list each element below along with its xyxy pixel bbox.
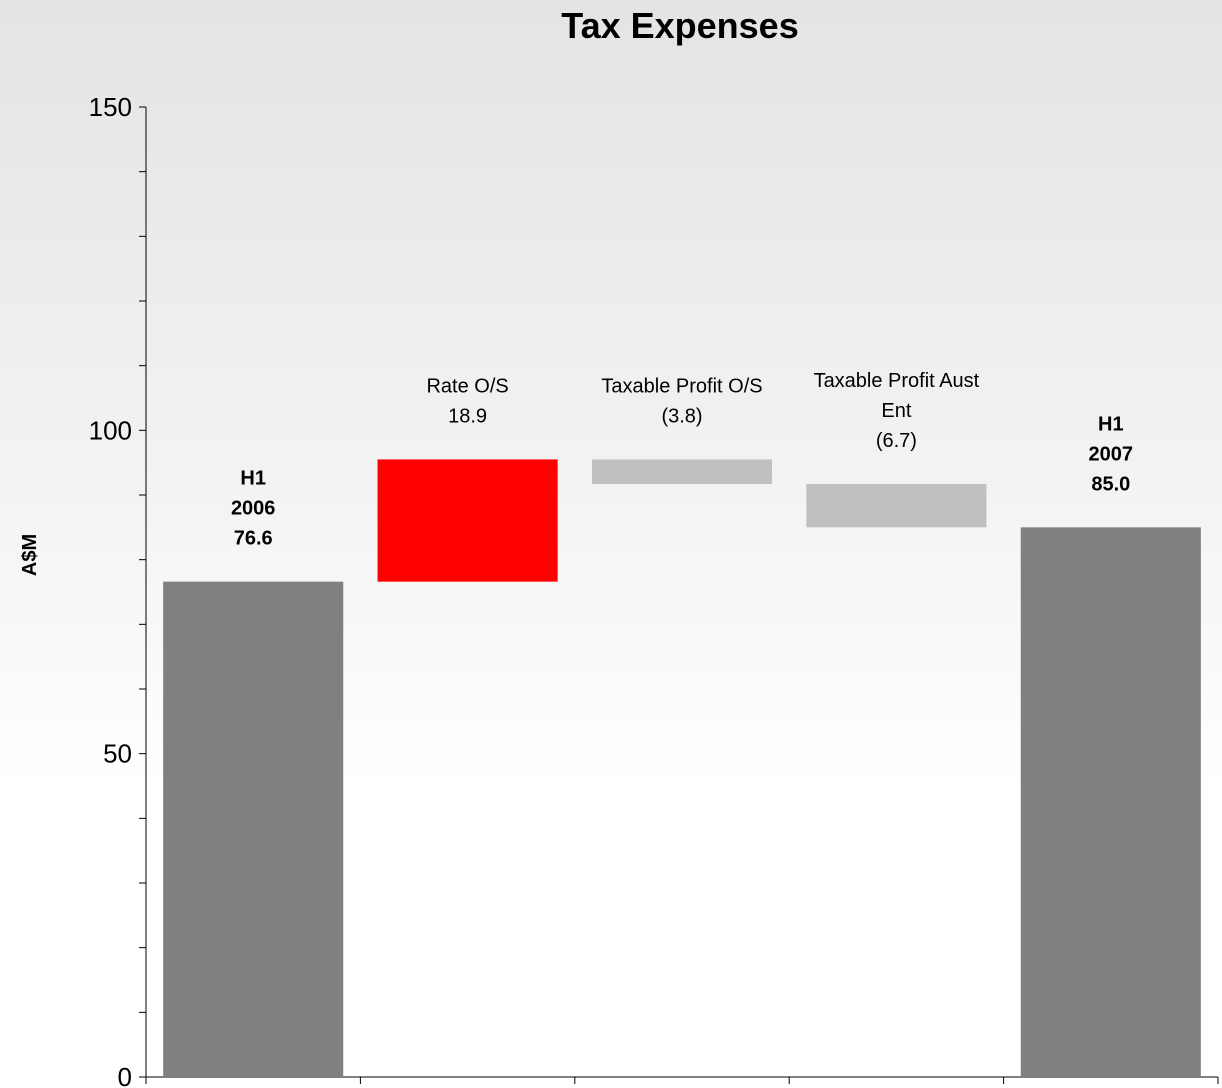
bar-label: 18.9 bbox=[448, 405, 487, 427]
bar-label: 2007 bbox=[1089, 443, 1134, 465]
y-tick-label: 0 bbox=[118, 1062, 132, 1088]
y-tick-label: 150 bbox=[89, 92, 132, 122]
bar bbox=[806, 484, 987, 528]
bars bbox=[163, 459, 1201, 1077]
bar-label: H1 bbox=[1098, 413, 1124, 435]
y-tick-label: 100 bbox=[89, 415, 132, 445]
bar-label: H1 bbox=[240, 468, 266, 490]
bar-label: 2006 bbox=[231, 498, 276, 520]
chart-title: Tax Expenses bbox=[561, 5, 798, 46]
bar bbox=[1020, 527, 1201, 1077]
bar-label: 76.6 bbox=[234, 528, 273, 550]
bar-label: (6.7) bbox=[876, 430, 917, 452]
y-tick-label: 50 bbox=[103, 739, 132, 769]
y-axis-label: A$M bbox=[19, 534, 41, 576]
bar bbox=[163, 581, 344, 1077]
bar bbox=[591, 459, 773, 485]
data-labels: H1 2006 76.6 Rate O/S 18.9 Taxable Profit O/S… bbox=[231, 370, 1133, 550]
bar-label: 85.0 bbox=[1091, 473, 1130, 495]
bar-label: Taxable Profit Aust bbox=[814, 370, 980, 392]
bar-label: Rate O/S bbox=[426, 375, 508, 397]
bar bbox=[377, 459, 558, 582]
bar-label: Taxable Profit O/S bbox=[601, 375, 762, 397]
bar-label: (3.8) bbox=[661, 405, 702, 427]
bar-label: Ent bbox=[881, 400, 911, 422]
